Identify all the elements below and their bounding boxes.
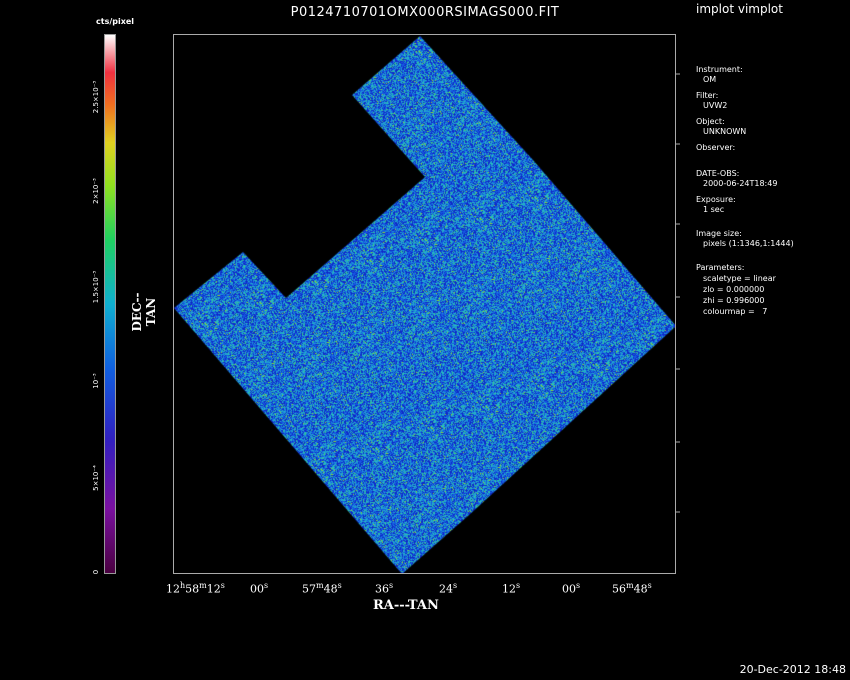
param-zlo: zlo = 0.000000 bbox=[703, 285, 765, 294]
image-size-label: Image size: bbox=[696, 229, 742, 238]
x-tick-label: 57m48s bbox=[302, 581, 342, 596]
colorbar-tick-label: 5×10⁻⁴ bbox=[92, 465, 100, 491]
x-tick-label: 12s bbox=[502, 581, 521, 596]
date-obs-value: 2000-06-24T18:49 bbox=[703, 179, 778, 188]
colorbar-tick-label: 10⁻³ bbox=[92, 373, 100, 389]
filter-label: Filter: bbox=[696, 91, 719, 100]
observer-label: Observer: bbox=[696, 143, 736, 152]
parameters-label: Parameters: bbox=[696, 263, 745, 272]
param-scaletype: scaletype = linear bbox=[703, 274, 776, 283]
colorbar bbox=[104, 34, 116, 574]
sky-image bbox=[174, 35, 675, 573]
image-title: P0124710701OMX000RSIMAGS000.FIT bbox=[290, 5, 560, 20]
program-name: implot vimplot bbox=[696, 2, 783, 16]
date-obs-label: DATE-OBS: bbox=[696, 169, 740, 178]
instrument-value: OM bbox=[703, 75, 717, 84]
x-tick-label: 36s bbox=[375, 581, 394, 596]
timestamp: 20-Dec-2012 18:48 bbox=[739, 663, 846, 676]
y-axis-label: DEC--TAN bbox=[130, 292, 158, 332]
right-axis-ticks bbox=[676, 73, 680, 513]
x-tick-label: 56m48s bbox=[612, 581, 652, 596]
colorbar-tick-label: 0 bbox=[92, 569, 100, 575]
colorbar-tick-label: 2×10⁻³ bbox=[92, 178, 100, 204]
object-value: UNKNOWN bbox=[703, 127, 747, 136]
info-panel: Instrument: OM Filter: UVW2 Object: UNKN… bbox=[696, 59, 846, 317]
x-tick-label: 24s bbox=[439, 581, 458, 596]
colorbar-unit-label: cts/pixel bbox=[96, 17, 135, 26]
exposure-label: Exposure: bbox=[696, 195, 736, 204]
observer-value bbox=[696, 153, 846, 163]
x-tick-label: 00s bbox=[562, 581, 581, 596]
exposure-value: 1 sec bbox=[703, 205, 725, 214]
x-tick-label: 00s bbox=[250, 581, 269, 596]
colorbar-tick-label: 1.5×10⁻³ bbox=[92, 270, 100, 304]
filter-value: UVW2 bbox=[703, 101, 728, 110]
param-zhi: zhi = 0.996000 bbox=[703, 296, 765, 305]
param-colourmap: colourmap = 7 bbox=[703, 307, 768, 316]
x-tick-label: 12h58m12s bbox=[166, 581, 225, 596]
instrument-label: Instrument: bbox=[696, 65, 743, 74]
object-label: Object: bbox=[696, 117, 725, 126]
plot-frame bbox=[173, 34, 676, 574]
image-size-value: pixels (1:1346,1:1444) bbox=[703, 239, 794, 248]
x-axis-label: RA---TAN bbox=[373, 598, 439, 613]
colorbar-tick-label: 2.5×10⁻³ bbox=[92, 80, 100, 114]
